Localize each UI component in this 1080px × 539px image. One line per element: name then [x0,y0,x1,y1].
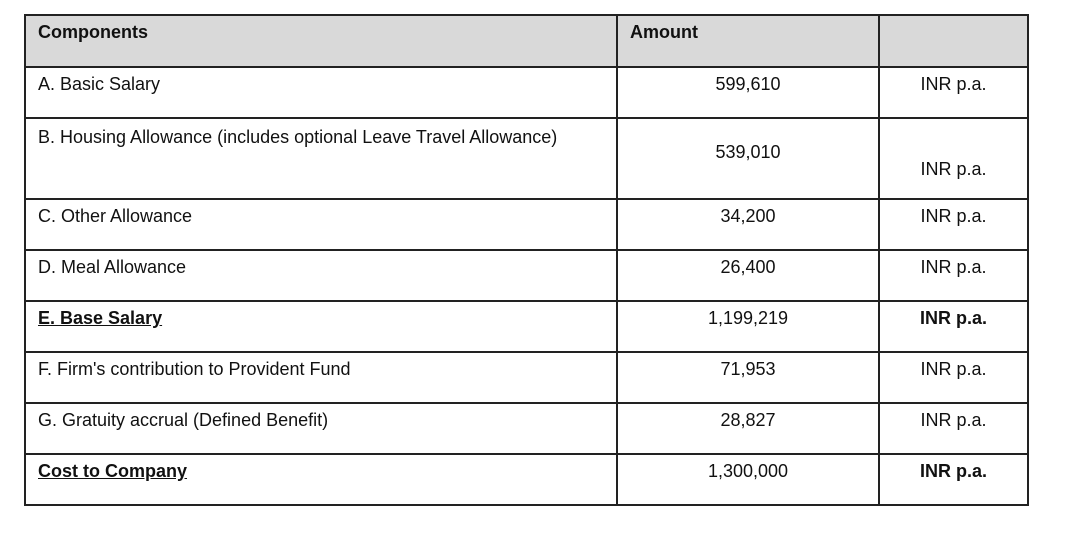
component-cell: D. Meal Allowance [24,249,618,302]
unit-cell: INR p.a. [878,453,1029,506]
table-row: C. Other Allowance 34,200 INR p.a. [24,198,1029,251]
header-components: Components [24,14,618,68]
table-header-row: Components Amount [24,14,1029,68]
table-row: G. Gratuity accrual (Defined Benefit) 28… [24,402,1029,455]
component-cell: B. Housing Allowance (includes optional … [24,117,618,200]
component-cell: F. Firm's contribution to Provident Fund [24,351,618,404]
unit-cell: INR p.a. [878,402,1029,455]
unit-cell: INR p.a. [878,117,1029,200]
header-unit [878,14,1029,68]
amount-cell: 34,200 [616,198,880,251]
salary-components-table: Components Amount A. Basic Salary 599,61… [24,14,1029,506]
table-row-cost-to-company: Cost to Company 1,300,000 INR p.a. [24,453,1029,506]
amount-cell: 71,953 [616,351,880,404]
amount-cell: 28,827 [616,402,880,455]
table-row: D. Meal Allowance 26,400 INR p.a. [24,249,1029,302]
unit-cell: INR p.a. [878,300,1029,353]
component-cell: E. Base Salary [24,300,618,353]
table-row: B. Housing Allowance (includes optional … [24,117,1029,200]
component-cell: G. Gratuity accrual (Defined Benefit) [24,402,618,455]
amount-cell: 539,010 [616,117,880,200]
unit-cell: INR p.a. [878,249,1029,302]
table-row-base-salary: E. Base Salary 1,199,219 INR p.a. [24,300,1029,353]
component-cell: Cost to Company [24,453,618,506]
amount-cell: 1,300,000 [616,453,880,506]
table-row: A. Basic Salary 599,610 INR p.a. [24,66,1029,119]
amount-cell: 26,400 [616,249,880,302]
unit-cell: INR p.a. [878,351,1029,404]
unit-cell: INR p.a. [878,66,1029,119]
amount-cell: 1,199,219 [616,300,880,353]
component-cell: C. Other Allowance [24,198,618,251]
unit-cell: INR p.a. [878,198,1029,251]
header-amount: Amount [616,14,880,68]
table-row: F. Firm's contribution to Provident Fund… [24,351,1029,404]
component-cell: A. Basic Salary [24,66,618,119]
amount-cell: 599,610 [616,66,880,119]
